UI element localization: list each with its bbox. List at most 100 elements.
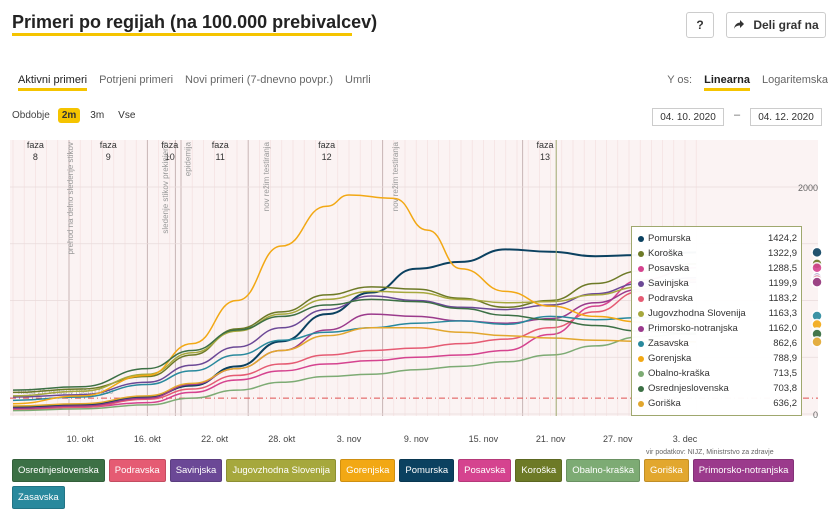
series-line-gorenjska[interactable] xyxy=(12,194,697,405)
event-label: epidemija xyxy=(184,141,193,176)
tooltip-value: 1183,2 xyxy=(768,293,797,304)
legend-item[interactable]: Podravska xyxy=(108,459,166,482)
phase-number: 13 xyxy=(540,152,550,162)
x-tick-label: 9. nov xyxy=(404,434,429,444)
date-from-input[interactable]: 04. 10. 2020 xyxy=(652,108,724,126)
help-button[interactable]: ? xyxy=(686,12,714,38)
legend-item[interactable]: Gorenjska xyxy=(340,459,396,482)
date-separator: – xyxy=(734,109,741,121)
period-3m-button[interactable]: 3m xyxy=(90,110,105,121)
tooltip-row: Obalno-kraška 713,5 xyxy=(638,366,797,381)
phase-label: faza xyxy=(212,140,229,150)
x-tick-label: 22. okt xyxy=(201,434,229,444)
event-label: sledenje stikov prekinjeno xyxy=(161,141,170,233)
legend-item[interactable]: Savinjska xyxy=(169,459,223,482)
tab-novi-primeri[interactable]: Novi primeri (7-dnevno povpr.) xyxy=(185,74,333,86)
tooltip-row: Posavska 1288,5 xyxy=(638,261,797,276)
tooltip-row: Osrednjeslovenska 703,8 xyxy=(638,381,797,396)
series-line-pomurska[interactable] xyxy=(12,248,697,409)
tab-potrjeni-primeri[interactable]: Potrjeni primeri xyxy=(99,74,174,86)
legend-item[interactable]: Pomurska xyxy=(399,459,455,482)
legend-item[interactable]: Goriška xyxy=(643,459,689,482)
legend-item[interactable]: Zasavska xyxy=(12,486,65,509)
series-line-podravska[interactable] xyxy=(12,278,697,411)
series-dot-icon xyxy=(638,280,644,287)
x-tick-label: 15. nov xyxy=(469,434,499,444)
share-button[interactable]: Deli graf na xyxy=(726,12,826,38)
tooltip-row: Jugovzhodna Slovenija 1163,3 xyxy=(638,306,797,321)
page-title: Primeri po regijah (na 100.000 prebivalc… xyxy=(12,12,378,32)
series-dot-icon xyxy=(638,235,644,242)
tooltip-value: 1162,0 xyxy=(768,323,797,334)
series-end-marker[interactable] xyxy=(811,336,823,348)
tab-umrli[interactable]: Umrli xyxy=(345,74,371,86)
phase-label: faza xyxy=(100,140,117,150)
y-tick-label: 0 xyxy=(813,410,818,420)
legend-item[interactable]: Jugovzhodna Slovenija xyxy=(226,459,337,482)
x-tick-label: 10. okt xyxy=(67,434,95,444)
series-line-obalno-kra-ka[interactable] xyxy=(12,332,697,412)
x-tick-label: 28. okt xyxy=(268,434,296,444)
tooltip-region: Podravska xyxy=(648,293,693,304)
phase-label: faza xyxy=(161,140,178,150)
series-dot-icon xyxy=(638,310,644,317)
tooltip-region: Posavska xyxy=(648,263,690,274)
x-tick-label: 27. nov xyxy=(603,434,633,444)
tooltip-value: 713,5 xyxy=(773,368,797,379)
phase-number: 10 xyxy=(165,152,175,162)
tooltip-value: 1288,5 xyxy=(767,263,797,274)
tooltip-value: 703,8 xyxy=(773,383,797,394)
series-dot-icon xyxy=(638,295,644,302)
series-dot-icon xyxy=(638,370,644,377)
series-line-jugovzhodna-slovenija[interactable] xyxy=(12,281,697,397)
series-line-osrednjeslovenska[interactable] xyxy=(12,298,697,391)
tooltip-region: Primorsko-notranjska xyxy=(648,323,738,334)
x-tick-label: 16. okt xyxy=(134,434,162,444)
series-dot-icon xyxy=(638,265,644,272)
tooltip-region: Osrednjeslovenska xyxy=(648,383,729,394)
x-tick-label: 3. dec xyxy=(673,434,698,444)
legend-item[interactable]: Primorsko-notranjska xyxy=(692,459,795,482)
period-2m-button[interactable]: 2m xyxy=(57,108,81,123)
tooltip-value: 1199,9 xyxy=(768,278,797,289)
tooltip-value: 788,9 xyxy=(773,353,797,364)
tooltip-region: Koroška xyxy=(648,248,683,259)
tooltip-region: Jugovzhodna Slovenija xyxy=(648,308,746,319)
tab-aktivni-primeri[interactable]: Aktivni primeri xyxy=(18,74,88,91)
tooltip-region: Savinjska xyxy=(648,278,689,289)
phase-label: faza xyxy=(536,140,553,150)
y-axis-toggle: Y os: Linearna Logaritemska xyxy=(667,74,828,91)
phase-number: 8 xyxy=(33,152,38,162)
series-end-marker[interactable] xyxy=(811,276,823,288)
title-underline xyxy=(12,33,352,36)
series-end-marker[interactable] xyxy=(811,261,823,274)
series-line-koro-ka[interactable] xyxy=(12,263,697,394)
y-axis-linear-option[interactable]: Linearna xyxy=(704,74,750,91)
x-tick-label: 3. nov xyxy=(337,434,362,444)
tooltip-value: 1163,3 xyxy=(768,308,797,319)
phase-number: 11 xyxy=(216,152,225,162)
tooltip-row: Koroška 1322,9 xyxy=(638,246,797,261)
series-end-marker[interactable] xyxy=(811,246,823,259)
phase-label: faza xyxy=(27,140,44,150)
tooltip-row: Gorenjska 788,9 xyxy=(638,351,797,366)
date-to-input[interactable]: 04. 12. 2020 xyxy=(750,108,822,126)
series-line-primorsko-notranjska[interactable] xyxy=(12,281,697,410)
tooltip-row: Primorsko-notranjska 1162,0 xyxy=(638,321,797,336)
series-line-gori-ka[interactable] xyxy=(12,326,697,407)
tooltip-row: Zasavska 862,6 xyxy=(638,336,797,351)
period-all-button[interactable]: Vse xyxy=(118,110,136,121)
tooltip-value: 636,2 xyxy=(773,398,797,409)
legend-item[interactable]: Osrednjeslovenska xyxy=(12,459,105,482)
legend-item[interactable]: Obalno-kraška xyxy=(566,459,640,482)
legend-item[interactable]: Koroška xyxy=(515,459,563,482)
x-tick-label: 21. nov xyxy=(536,434,566,444)
y-axis-log-option[interactable]: Logaritemska xyxy=(761,74,828,86)
tooltip-region: Obalno-kraška xyxy=(648,368,710,379)
metric-tabs: Aktivni primeri Potrjeni primeri Novi pr… xyxy=(18,74,371,91)
legend-item[interactable]: Posavska xyxy=(458,459,512,482)
legend: Osrednjeslovenska Podravska Savinjska Jugov… xyxy=(12,459,832,509)
series-dot-icon xyxy=(638,385,644,392)
series-dot-icon xyxy=(638,325,644,332)
series-line-posavska[interactable] xyxy=(12,266,697,411)
